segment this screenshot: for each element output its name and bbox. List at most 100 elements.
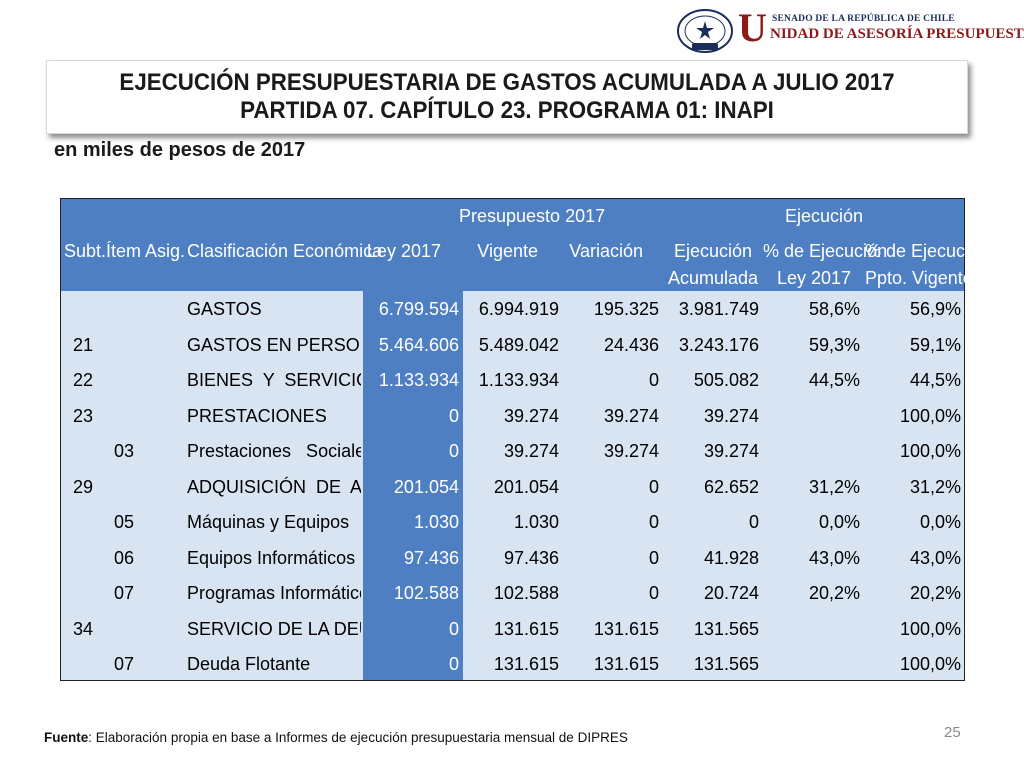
cell-variacion: 0 [648, 512, 659, 532]
cell-variacion: 0 [648, 547, 659, 568]
table-row: 22 BIENES Y SERVICIOS DE 1.133.934 1.133.93… [61, 367, 964, 403]
cell-ley: 0 [448, 618, 459, 639]
cell-pct-vig: 100,0% [899, 618, 961, 639]
cell-ejecucion: 20.724 [703, 583, 759, 603]
cell-item: 07 [113, 654, 135, 674]
cell-vigente: 39.274 [503, 441, 559, 461]
header-item: Ítem [106, 241, 142, 261]
table-row: 34 SERVICIO DE LA DEUDA 0 131.615 131.615 131… [61, 616, 964, 652]
page-number: 25 [944, 724, 961, 741]
cell-vigente: 102.588 [493, 583, 559, 603]
senado-logo: U SENADO DE LA REPÚBLICA DE CHILE NIDAD … [672, 5, 1024, 53]
cell-ley: 1.030 [413, 512, 459, 532]
cell-ejecucion: 41.928 [703, 547, 759, 568]
cell-vigente: 131.615 [493, 618, 559, 639]
cell-pct-ley: 58,6% [808, 299, 860, 319]
header-pct-vig-2: Ppto. Vigente [865, 268, 973, 288]
cell-ejecucion: 505.082 [693, 370, 759, 390]
group-header-ejecucion: Ejecución [785, 206, 864, 226]
cell-clasif: PRESTACIONES DE [187, 405, 327, 426]
table-row: 21 GASTOS EN PERSONAL 5.464.606 5.489.042 24… [61, 332, 964, 368]
header-variacion: Variación [569, 241, 643, 261]
table-row: 07 Programas Informáticos 102.588 102.588 0 2… [61, 580, 964, 616]
cell-variacion: 24.436 [603, 334, 659, 355]
cell-clasif: GASTOS EN PERSONAL [187, 334, 361, 355]
senado-seal-icon [677, 9, 733, 53]
cell-ejecucion: 62.652 [703, 476, 759, 497]
cell-vigente: 201.054 [493, 476, 559, 497]
cell-ley: 6.799.594 [378, 299, 459, 319]
cell-ejecucion: 39.274 [703, 405, 759, 426]
cell-ley: 1.133.934 [378, 370, 459, 390]
cell-item: 05 [113, 512, 135, 532]
table-row: 05 Máquinas y Equipos 1.030 1.030 0 0 0,0% 0,0% [61, 509, 964, 545]
cell-pct-vig: 31,2% [909, 476, 961, 497]
cell-ley: 102.588 [393, 583, 459, 603]
cell-ejecucion: 131.565 [693, 618, 759, 639]
cell-pct-vig: 100,0% [899, 654, 961, 674]
cell-clasif: SERVICIO DE LA DEUDA [187, 618, 361, 639]
header-asig: Asig. [145, 241, 186, 261]
logo-initial-letter: U [738, 5, 767, 50]
cell-clasif: Programas Informáticos [187, 583, 361, 603]
header-ley: Ley 2017 [366, 241, 441, 261]
header-ejecucion-1: Ejecución [673, 241, 753, 261]
cell-pct-ley: 43,0% [808, 547, 860, 568]
cell-clasif: Equipos Informáticos [187, 547, 356, 568]
cell-pct-vig: 43,0% [909, 547, 961, 568]
cell-pct-vig: 56,9% [909, 299, 961, 319]
cell-pct-ley: 59,3% [808, 334, 860, 355]
header-vigente: Vigente [477, 241, 538, 261]
cell-clasif: BIENES Y SERVICIOS DE [187, 370, 361, 390]
cell-pct-vig: 20,2% [909, 583, 961, 603]
cell-pct-vig: 44,5% [909, 370, 961, 390]
cell-ley: 97.436 [403, 547, 459, 568]
cell-variacion: 0 [648, 370, 659, 390]
cell-pct-ley: 31,2% [808, 476, 860, 497]
cell-pct-ley: 44,5% [808, 370, 860, 390]
table-header-band [61, 199, 964, 291]
cell-pct-ley: 20,2% [808, 583, 860, 603]
table-row: GASTOS 6.799.594 6.994.919 195.325 3.981.749… [61, 296, 964, 332]
header-pct-ley-2: Ley 2017 [776, 268, 852, 288]
source-label: Fuente [44, 730, 89, 745]
cell-clasif: Prestaciones Sociales del [187, 441, 361, 461]
cell-ejecucion: 3.243.176 [678, 334, 759, 355]
header-ejecucion-2: Acumulada [667, 268, 759, 288]
cell-ley: 5.464.606 [378, 334, 459, 355]
cell-ejecucion: 131.565 [693, 654, 759, 674]
page-title: EJECUCIÓN PRESUPUESTARIA DE GASTOS ACUMU… [119, 69, 895, 96]
cell-vigente: 97.436 [503, 547, 559, 568]
cell-subt: 29 [72, 476, 94, 497]
cell-item: 06 [113, 547, 135, 568]
cell-clasif: Deuda Flotante [187, 654, 311, 674]
cell-pct-vig: 0,0% [919, 512, 961, 532]
header-subt: Subt. [64, 241, 107, 261]
budget-table: Presupuesto 2017 Ejecución Subt. Ítem As… [60, 198, 990, 681]
header-pct-ley-1: % de Ejecución [763, 241, 888, 261]
source-footnote: Fuente: Elaboración propia en base a Inf… [44, 730, 628, 745]
cell-subt: 23 [72, 405, 94, 426]
units-note: en miles de pesos de 2017 [54, 139, 306, 161]
cell-clasif: Máquinas y Equipos [187, 512, 350, 532]
page-subtitle-line: PARTIDA 07. CAPÍTULO 23. PROGRAMA 01: IN… [240, 97, 774, 124]
cell-ley: 0 [448, 441, 459, 461]
header-pct-vig-1: % de Ejecución [865, 241, 990, 261]
cell-ejecucion: 39.274 [703, 441, 759, 461]
cell-variacion: 131.615 [593, 618, 659, 639]
cell-vigente: 39.274 [503, 405, 559, 426]
cell-ley: 201.054 [393, 476, 459, 497]
cell-vigente: 1.133.934 [478, 370, 559, 390]
cell-variacion: 0 [648, 583, 659, 603]
cell-ley: 0 [448, 654, 459, 674]
cell-variacion: 0 [648, 476, 659, 497]
cell-pct-vig: 59,1% [909, 334, 961, 355]
cell-pct-vig: 100,0% [899, 405, 961, 426]
table-row: 06 Equipos Informáticos 97.436 97.436 0 41.92… [61, 545, 964, 581]
cell-vigente: 1.030 [513, 512, 559, 532]
cell-vigente: 131.615 [493, 654, 559, 674]
cell-subt: 21 [72, 334, 94, 355]
logo-unit-name: NIDAD DE ASESORÍA PRESUPUESTARIA [770, 26, 1024, 42]
cell-vigente: 6.994.919 [478, 299, 559, 319]
source-text: : Elaboración propia en base a Informes … [88, 730, 628, 745]
